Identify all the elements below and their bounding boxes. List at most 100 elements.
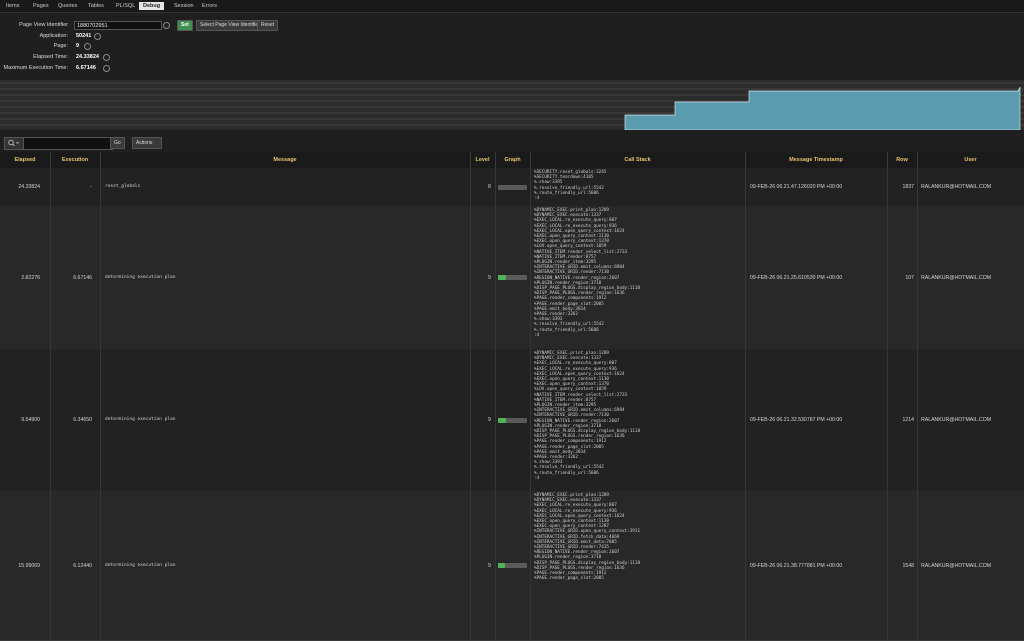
row-number: 1214 bbox=[902, 417, 914, 423]
stack-line: %INTERACTIVE_GRID.open_query_context:391… bbox=[534, 529, 641, 535]
column-header[interactable]: Elapsed bbox=[0, 152, 51, 168]
execution: - bbox=[90, 184, 92, 190]
field-value: 24.33824 bbox=[76, 54, 99, 60]
cell-divider bbox=[495, 349, 496, 491]
cell-divider bbox=[530, 168, 531, 206]
stack-line: %REGION_NATIVE.render_region:2607 bbox=[534, 550, 620, 556]
stack-line: %PAGE.render_page_slot:2005 bbox=[534, 301, 604, 307]
tab[interactable]: Queries bbox=[58, 3, 78, 9]
stack-line: %INTERACTIVE_GRID.render:7435 bbox=[534, 545, 610, 551]
stack-line: %.route_friendly_url:5606 bbox=[534, 190, 599, 196]
stack-line: :4 bbox=[534, 475, 540, 481]
timestamp: 09-FEB-26 06.21.25.610530 PM +00:00 bbox=[750, 274, 843, 281]
stack-line: %EXEC.open_query_context:1370 bbox=[534, 382, 610, 388]
cell-divider bbox=[530, 349, 531, 491]
tab[interactable]: Session bbox=[174, 3, 194, 9]
column-header[interactable]: Graph bbox=[495, 152, 531, 168]
form-button[interactable]: Set bbox=[177, 20, 193, 31]
graph-track bbox=[498, 275, 527, 280]
graph-bar bbox=[498, 417, 506, 423]
column-header[interactable]: User bbox=[917, 152, 1024, 168]
execution: 6.34650 bbox=[73, 417, 92, 423]
call-stack: %DYNAMIC_EXEC.print_plan:1289 %DYNAMIC_EX… bbox=[534, 208, 640, 338]
level: 8 bbox=[488, 184, 491, 190]
stack-line: %DISP_PAGE_PLUGS.display_region_body:111… bbox=[534, 429, 641, 435]
stack-line: %.resolve_friendly_url:5542 bbox=[534, 185, 604, 191]
column-header[interactable]: Row bbox=[887, 152, 918, 168]
cell-divider bbox=[917, 491, 918, 640]
stack-line: %INTERACTIVE_GRID.fetch_data:4669 bbox=[534, 534, 620, 540]
stack-line: %.show:3393 bbox=[534, 460, 563, 466]
stack-line: %DISP_PAGE_PLUGS.render_region:1636 bbox=[534, 291, 625, 297]
go-button[interactable]: Go bbox=[110, 137, 125, 149]
form-button[interactable]: Select Page View Identifier bbox=[196, 20, 264, 31]
cell-divider bbox=[887, 349, 888, 491]
stack-line: %INTERACTIVE_GRID.emit_data:7005 bbox=[534, 539, 617, 545]
user: RALANKUR@HOTMAIL.COM bbox=[921, 417, 992, 423]
call-stack: %DYNAMIC_EXEC.print_plan:1289 %DYNAMIC_EX… bbox=[534, 493, 640, 581]
column-header[interactable]: Execution bbox=[50, 152, 101, 168]
tab[interactable]: Pages bbox=[33, 3, 49, 9]
stack-line: %DISP_PAGE_PLUGS.display_region_body:111… bbox=[534, 286, 641, 292]
stack-line: %DYNAMIC_EXEC.execute:1337 bbox=[534, 498, 602, 504]
execution: 6.67146 bbox=[73, 274, 92, 281]
help-icon[interactable] bbox=[84, 42, 91, 50]
help-icon[interactable] bbox=[94, 32, 101, 40]
field-value: 50241 bbox=[76, 33, 92, 39]
cell-divider bbox=[530, 491, 531, 640]
column-header[interactable]: Message Timestamp bbox=[745, 152, 888, 168]
stack-line: %NATIVE_ITEM.render_select_list:2733 bbox=[534, 249, 628, 255]
stack-line: %EXEC.open_query_context:1130 bbox=[534, 519, 610, 525]
stack-line: %DISP_PAGE_PLUGS.display_region_body:111… bbox=[534, 560, 641, 566]
stack-line: %PLUGIN.render_item:3295 bbox=[534, 403, 597, 409]
search-input[interactable] bbox=[23, 137, 113, 150]
stack-line: :4 bbox=[534, 332, 540, 338]
help-icon[interactable] bbox=[103, 53, 110, 61]
cell-divider bbox=[887, 206, 888, 349]
actions-button[interactable]: Actions bbox=[132, 137, 163, 149]
tab[interactable]: Items bbox=[6, 3, 20, 9]
stack-line: %EXEC_LOCAL.re_execute_query:807 bbox=[534, 503, 617, 509]
form-button[interactable]: Reset bbox=[257, 20, 279, 31]
call-stack: %DYNAMIC_EXEC.print_plan:1289 %DYNAMIC_EX… bbox=[534, 351, 640, 481]
cell-divider bbox=[745, 491, 746, 640]
cell-divider bbox=[745, 168, 746, 206]
graph-track bbox=[498, 563, 527, 568]
help-icon[interactable] bbox=[163, 21, 170, 29]
cell-divider bbox=[100, 206, 101, 349]
stack-line: %DISP_PAGE_PLUGS.render_region:1636 bbox=[534, 565, 625, 571]
cell-divider bbox=[495, 206, 496, 349]
cell-divider bbox=[50, 168, 51, 206]
user: RALANKUR@HOTMAIL.COM bbox=[921, 184, 992, 190]
stack-line: %PAGE.render_components:1912 bbox=[534, 571, 607, 577]
field-label: Maximum Execution Time: bbox=[3, 65, 69, 71]
stack-line: %PLUGIN.render_region:3718 bbox=[534, 555, 602, 561]
tab[interactable]: Debug bbox=[139, 2, 165, 10]
stack-line: %INTERACTIVE_GRID.emit_columns:6984 bbox=[534, 408, 625, 414]
stack-line: %DYNAMIC_EXEC.print_plan:1289 bbox=[534, 208, 610, 213]
stack-line: %INTERACTIVE_GRID.render:7130 bbox=[534, 270, 610, 276]
stack-line: %PLUGIN.render_item:3295 bbox=[534, 260, 597, 266]
cell-divider bbox=[50, 349, 51, 491]
execution: 6.12440 bbox=[73, 562, 92, 569]
tab[interactable]: Tables bbox=[88, 3, 104, 9]
timestamp: 09-FEB-26 06.21.32.530787 PM +00:00 bbox=[750, 417, 843, 423]
row-number: 1837 bbox=[902, 184, 914, 190]
cell-divider bbox=[745, 206, 746, 349]
stack-line: %DYNAMIC_EXEC.print_plan:1289 bbox=[534, 493, 610, 498]
timeline-chart bbox=[0, 80, 1024, 130]
stack-line: %EXEC.open_query_context:1287 bbox=[534, 524, 610, 530]
field-value: 6.67146 bbox=[76, 65, 96, 71]
help-icon[interactable] bbox=[103, 64, 110, 72]
stack-line: %EXEC_LOCAL.open_query_context:1624 bbox=[534, 513, 625, 519]
column-header[interactable]: Call Stack bbox=[530, 152, 746, 168]
tab[interactable]: Errors bbox=[202, 3, 217, 9]
message: reset_globals bbox=[105, 184, 141, 189]
page-view-input[interactable] bbox=[74, 21, 162, 30]
column-header[interactable]: Level bbox=[470, 152, 496, 168]
graph-track bbox=[498, 184, 527, 190]
stack-line: %.resolve_friendly_url:5542 bbox=[534, 322, 604, 328]
tab[interactable]: PL/SQL bbox=[116, 3, 136, 9]
column-header[interactable]: Message bbox=[100, 152, 471, 168]
